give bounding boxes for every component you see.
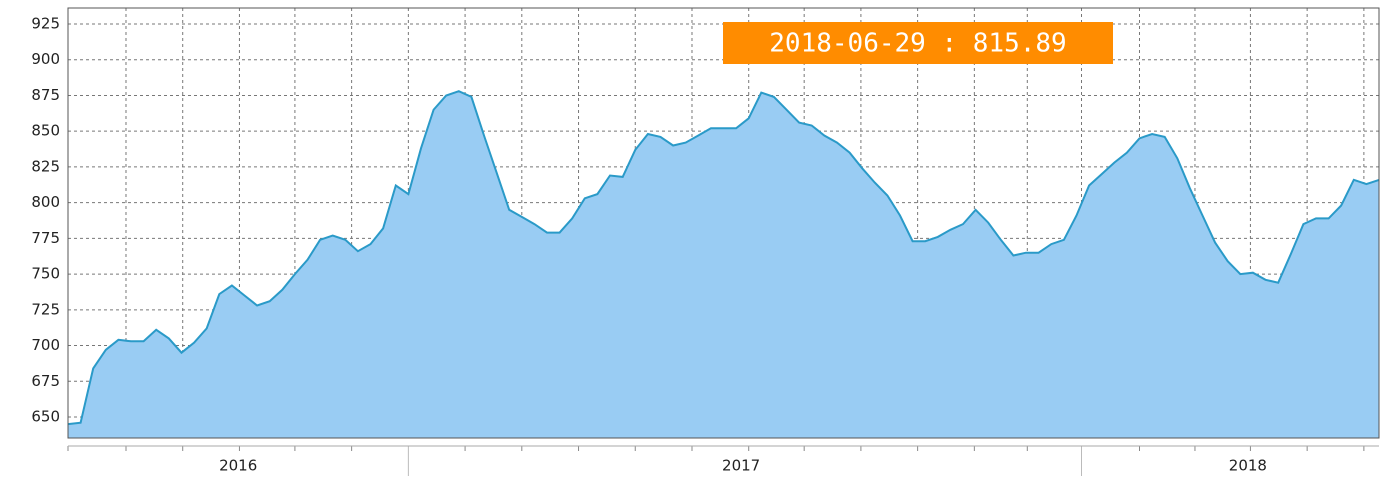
y-tick-label: 900 <box>31 50 60 68</box>
y-tick-label: 750 <box>31 265 60 283</box>
y-tick-label: 925 <box>31 15 60 33</box>
tooltip-box <box>723 22 1113 64</box>
x-tick-label: 2018 <box>1229 457 1267 475</box>
plot-frame <box>67 7 1380 439</box>
y-tick-label: 725 <box>31 300 60 318</box>
y-tick-label: 675 <box>31 372 60 390</box>
y-tick-label: 700 <box>31 336 60 354</box>
y-tick-label: 850 <box>31 122 60 140</box>
tooltip-text: 2018-06-29 : 815.89 <box>769 29 1066 59</box>
x-tick-label: 2016 <box>219 457 257 475</box>
y-tick-label: 775 <box>31 229 60 247</box>
line <box>67 90 1380 426</box>
y-tick-label: 800 <box>31 193 60 211</box>
x-tick-label: 2017 <box>722 457 760 475</box>
y-tick-label: 650 <box>31 407 60 425</box>
y-tick-label: 825 <box>31 157 60 175</box>
area <box>68 91 1379 438</box>
y-tick-label: 875 <box>31 86 60 104</box>
